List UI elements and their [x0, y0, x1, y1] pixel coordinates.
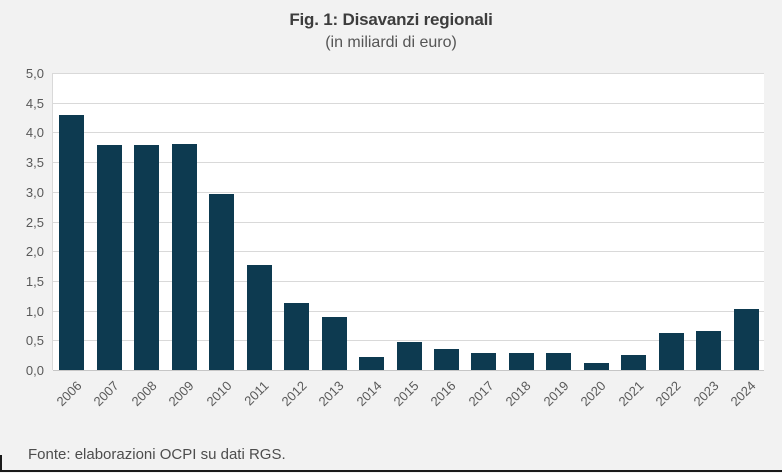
gridline	[53, 310, 764, 312]
gridline	[53, 221, 764, 223]
y-axis-label: 0,0	[25, 363, 44, 378]
x-axis-label-2020: 2020	[577, 378, 609, 410]
x-axis-label-2009: 2009	[165, 378, 197, 410]
bar-2013	[321, 317, 347, 370]
bar-2010	[209, 194, 235, 370]
gridline	[53, 162, 764, 164]
gridline	[53, 340, 764, 342]
y-axis-label: 4,5	[25, 95, 44, 111]
y-axis-label: 2,5	[25, 214, 44, 230]
bar-2015	[396, 342, 422, 370]
x-axis-label-2017: 2017	[465, 378, 497, 410]
x-axis-label-2008: 2008	[128, 378, 160, 410]
x-axis-label-2012: 2012	[278, 378, 310, 410]
gridline	[53, 191, 764, 193]
x-axis-label-2014: 2014	[353, 378, 385, 410]
x-axis-label-2022: 2022	[652, 378, 684, 410]
x-axis-label-2006: 2006	[53, 378, 85, 410]
gridline	[53, 73, 764, 74]
gridline	[53, 102, 764, 104]
bar-2006	[59, 115, 85, 370]
bar-2022	[658, 333, 684, 370]
x-axis-label-2010: 2010	[203, 378, 235, 410]
x-axis-label-2016: 2016	[428, 378, 460, 410]
x-axis-label-2019: 2019	[540, 378, 572, 410]
chart-title: Fig. 1: Disavanzi regionali	[289, 10, 493, 29]
x-axis-label-2011: 2011	[241, 378, 272, 409]
y-axis-label: 4,0	[25, 125, 44, 141]
bar-2018	[508, 353, 534, 370]
plot-area	[52, 73, 764, 371]
x-axis-label-2018: 2018	[502, 378, 535, 410]
bar-2017	[471, 353, 497, 370]
y-axis-label: 1,5	[25, 273, 44, 289]
x-axis-label-2024: 2024	[727, 378, 759, 410]
bar-2009	[171, 144, 197, 370]
bar-2012	[284, 303, 310, 370]
y-axis-label: 0,5	[25, 333, 44, 349]
chart-subtitle: (in miliardi di euro)	[325, 34, 457, 51]
y-axis-label: 5,0	[25, 66, 44, 81]
bar-2016	[433, 349, 459, 370]
y-axis-label: 2,0	[25, 244, 44, 260]
gridline	[53, 132, 764, 134]
bar-2023	[696, 331, 722, 370]
corner-mark	[0, 455, 2, 472]
x-axis-label-2021: 2021	[615, 378, 647, 410]
x-axis-line	[53, 370, 764, 371]
bar-2008	[134, 145, 160, 370]
bar-2021	[621, 355, 647, 370]
x-axis-label-2015: 2015	[390, 378, 422, 410]
gridline	[53, 280, 764, 282]
x-axis-label-2013: 2013	[315, 378, 347, 410]
bar-2007	[96, 145, 122, 370]
y-axis-label: 1,0	[25, 303, 44, 319]
bar-2019	[546, 353, 572, 370]
bar-2014	[359, 357, 385, 370]
y-axis-label: 3,5	[25, 155, 44, 171]
bar-2011	[246, 265, 272, 370]
gridline	[53, 251, 764, 253]
source-note: Fonte: elaborazioni OCPI su dati RGS.	[28, 446, 286, 463]
bottom-border	[0, 470, 782, 472]
y-axis-label: 3,0	[25, 184, 44, 200]
x-axis-label-2023: 2023	[690, 378, 722, 410]
bar-2024	[733, 309, 759, 370]
bar-2020	[583, 363, 609, 370]
x-axis-label-2007: 2007	[90, 378, 122, 410]
